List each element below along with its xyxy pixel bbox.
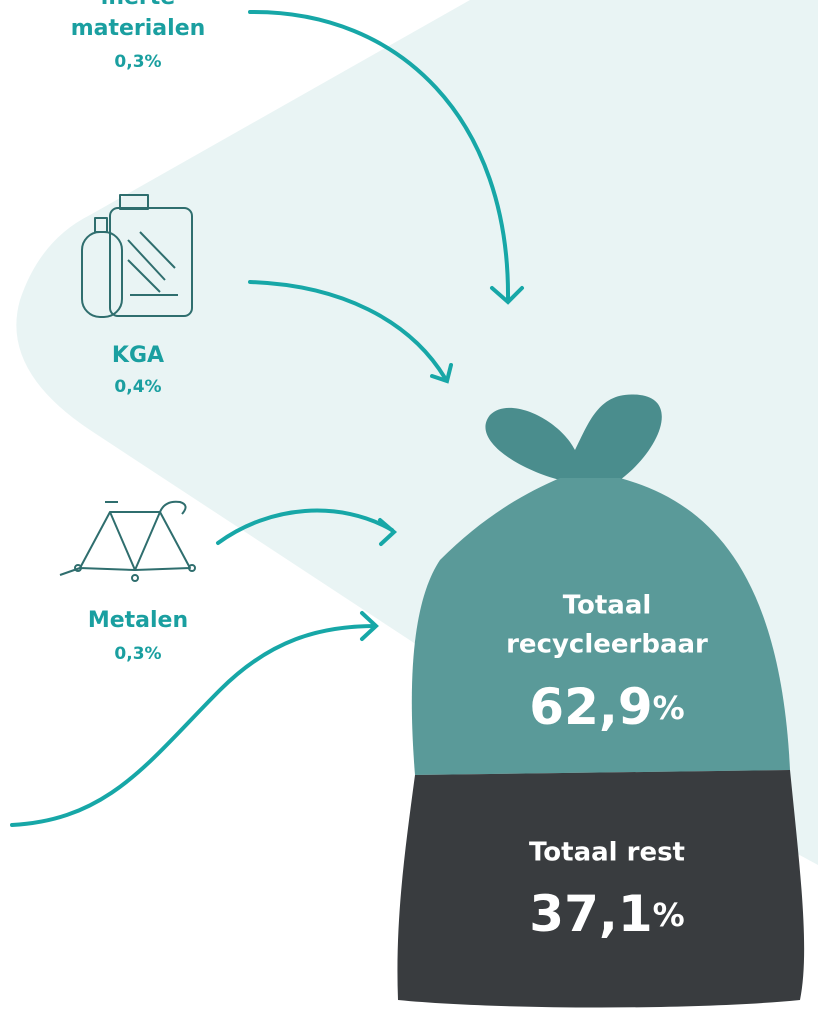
unit: % xyxy=(653,689,685,727)
item-share: 0,3% xyxy=(114,52,161,72)
bag-label: Totaal xyxy=(563,591,652,621)
amount: 62,9 xyxy=(529,678,652,736)
unit: % xyxy=(653,896,685,934)
item-label: materialen xyxy=(71,16,206,41)
item-label: KGA xyxy=(112,343,164,368)
item-share: 0,4% xyxy=(114,377,161,397)
bag-label: recycleerbaar xyxy=(506,630,708,660)
bag-label: Totaal rest xyxy=(529,838,685,868)
page: inerte materialen 0,3% KGA 0,4% Metalen … xyxy=(0,0,818,1017)
infographic: inerte materialen 0,3% KGA 0,4% Metalen … xyxy=(0,0,818,1017)
item-share: 0,3% xyxy=(114,644,161,664)
amount: 37,1 xyxy=(529,885,652,943)
item-label: Metalen xyxy=(88,608,188,633)
item-label: inerte xyxy=(101,0,175,10)
bike-icon xyxy=(60,502,195,581)
